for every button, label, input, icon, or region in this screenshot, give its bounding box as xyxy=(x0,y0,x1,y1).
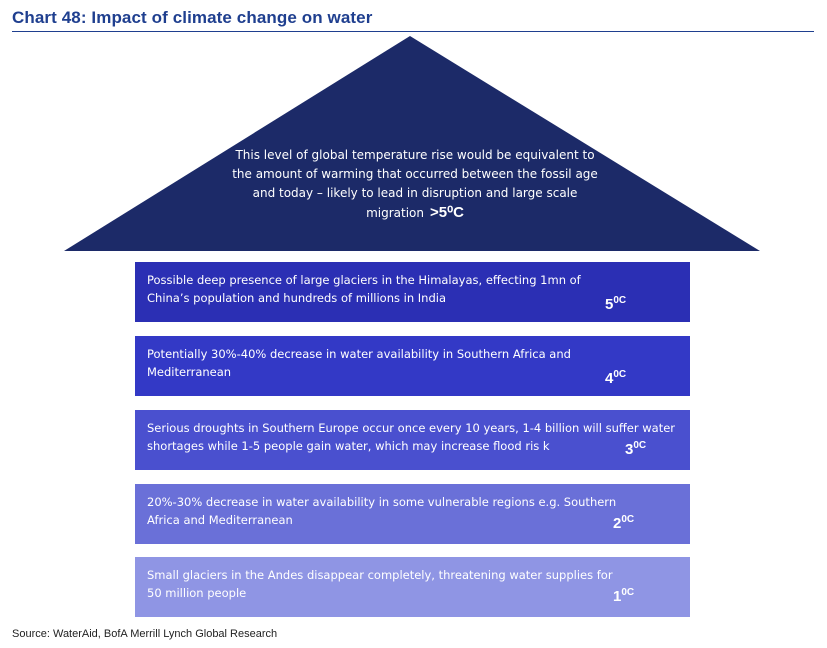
band-5c-text: Possible deep presence of large glaciers… xyxy=(147,273,581,305)
roof-shape xyxy=(64,36,760,251)
title-divider xyxy=(12,31,814,32)
band-2c-text: 20%-30% decrease in water availability i… xyxy=(147,495,617,527)
band-5c: Possible deep presence of large glaciers… xyxy=(135,262,690,322)
band-4c: Potentially 30%-40% decrease in water av… xyxy=(135,336,690,396)
band-2c-temperature: 20C xyxy=(613,514,635,532)
band-4c-temperature: 40C xyxy=(605,369,627,387)
roof-description-text: This level of global temperature rise wo… xyxy=(232,148,598,220)
band-5c-temperature: 50C xyxy=(605,295,627,313)
band-3c-temperature: 30C xyxy=(625,440,647,458)
band-1c-text: Small glaciers in the Andes disappear co… xyxy=(147,568,613,600)
source-note: Source: WaterAid, BofA Merrill Lynch Glo… xyxy=(12,628,278,640)
roof-description: This level of global temperature rise wo… xyxy=(230,146,600,223)
band-4c-text: Potentially 30%-40% decrease in water av… xyxy=(147,347,571,379)
roof-temperature: >5⁰C xyxy=(429,204,464,221)
band-1c-temperature: 10C xyxy=(613,587,635,605)
band-3c: Serious droughts in Southern Europe occu… xyxy=(135,410,690,470)
chart-title: Chart 48: Impact of climate change on wa… xyxy=(12,8,373,27)
band-2c: 20%-30% decrease in water availability i… xyxy=(135,484,690,544)
band-3c-text: Serious droughts in Southern Europe occu… xyxy=(147,421,676,453)
band-1c: Small glaciers in the Andes disappear co… xyxy=(135,557,690,617)
roof-triangle xyxy=(64,36,760,251)
